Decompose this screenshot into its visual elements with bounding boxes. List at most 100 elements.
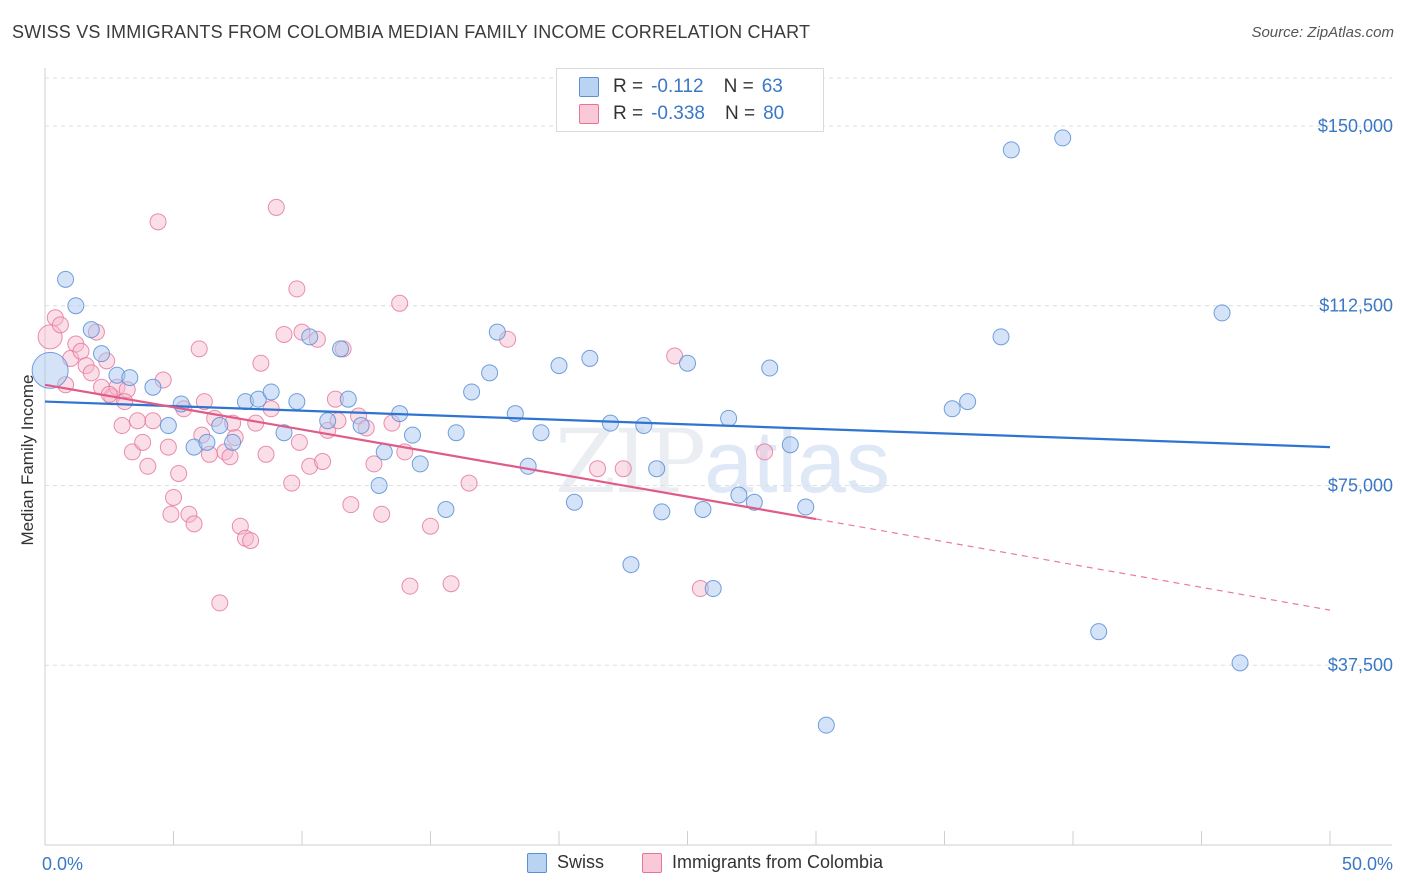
colombia-point	[275, 325, 293, 343]
swiss-point	[1213, 304, 1231, 322]
colombia-point	[190, 340, 208, 358]
colombia-point	[267, 198, 285, 216]
r-label: R =	[613, 103, 644, 124]
swiss-point	[730, 486, 748, 504]
colombia-point	[589, 460, 607, 478]
swiss-point	[224, 433, 242, 451]
swiss-point	[211, 417, 229, 435]
swiss-point	[288, 393, 306, 411]
colombia-point	[756, 443, 774, 461]
colombia-point	[314, 453, 332, 470]
swiss-point	[370, 476, 388, 494]
colombia-r-value: -0.338	[651, 103, 705, 124]
swiss-trend-line	[44, 400, 1331, 449]
colombia-point	[614, 460, 632, 478]
swiss-point	[352, 417, 370, 435]
colombia-point	[51, 316, 69, 334]
colombia-point	[373, 505, 391, 523]
colombia-legend-label: Immigrants from Colombia	[672, 852, 884, 872]
y-tick-label: $150,000	[1318, 116, 1393, 136]
colombia-point	[116, 393, 134, 411]
colombia-point	[342, 496, 360, 514]
swiss-point	[720, 409, 738, 427]
colombia-point	[242, 532, 260, 550]
colombia-point	[129, 412, 147, 430]
axes	[44, 68, 1392, 846]
r-label: R =	[613, 76, 644, 97]
swiss-point	[943, 400, 961, 418]
swiss-point	[463, 383, 481, 401]
correlation-legend: R = -0.112 N = 63 R = -0.338 N = 80	[556, 68, 824, 132]
colombia-point	[211, 594, 229, 612]
colombia-swatch	[579, 104, 599, 124]
swiss-point	[159, 417, 177, 435]
swiss-point	[959, 393, 977, 411]
colombia-point	[180, 505, 198, 523]
swiss-point	[301, 328, 319, 346]
x-tick-label: 50.0%	[1342, 854, 1393, 874]
colombia-point	[170, 464, 188, 482]
colombia-point	[252, 354, 270, 372]
swiss-point	[332, 340, 350, 358]
gridlines	[45, 77, 1392, 666]
swiss-point	[262, 383, 280, 401]
colombia-point	[422, 517, 439, 535]
swiss-point	[144, 378, 162, 396]
swiss-point	[67, 297, 85, 315]
colombia-point	[290, 433, 308, 451]
colombia-point	[401, 577, 419, 595]
swiss-point	[249, 390, 267, 408]
colombia-point	[149, 213, 167, 231]
swiss-point	[1054, 129, 1072, 147]
swiss-point	[519, 457, 537, 475]
colombia-point	[442, 575, 460, 593]
swiss-point	[601, 414, 619, 432]
colombia-point	[301, 457, 319, 475]
swiss-point	[93, 345, 111, 363]
colombia-point	[139, 457, 157, 475]
colombia-point	[134, 433, 152, 451]
n-label: N =	[724, 103, 756, 124]
colombia-point	[72, 342, 90, 360]
swiss-point	[565, 493, 583, 511]
swiss-point	[797, 498, 815, 516]
swiss-swatch	[527, 852, 547, 873]
x-tick-label: 0.0%	[42, 854, 83, 874]
colombia-point	[159, 438, 177, 456]
y-tick-label: $37,500	[1328, 655, 1393, 675]
colombia-swatch	[642, 852, 662, 873]
swiss-point	[1090, 623, 1108, 641]
swiss-point	[411, 455, 429, 473]
colombia-point	[221, 448, 239, 466]
legend-row-swiss: R = -0.112 N = 63	[579, 74, 783, 100]
swiss-point	[319, 412, 337, 430]
colombia-point	[144, 412, 162, 430]
swiss-point	[622, 556, 640, 574]
colombia-point	[283, 474, 301, 492]
colombia-point	[162, 505, 180, 523]
colombia-point	[391, 294, 409, 312]
swiss-point	[550, 357, 568, 375]
swiss-swatch	[579, 77, 599, 97]
swiss-point	[635, 417, 653, 435]
colombia-point	[257, 445, 275, 463]
swiss-point	[679, 354, 696, 372]
colombia-point	[185, 515, 203, 533]
colombia-point	[82, 364, 100, 382]
swiss-point	[375, 443, 393, 461]
swiss-point	[745, 493, 763, 511]
n-label: N =	[723, 76, 754, 97]
swiss-point	[704, 580, 722, 598]
swiss-n-value: 63	[761, 76, 783, 97]
colombia-point	[37, 324, 63, 350]
colombia-point	[460, 474, 478, 492]
colombia-point	[165, 488, 182, 506]
swiss-point	[817, 716, 835, 734]
swiss-point	[694, 500, 712, 518]
source-label: Source: ZipAtlas.com	[1251, 24, 1394, 41]
swiss-r-value: -0.112	[651, 76, 704, 97]
swiss-point	[447, 424, 465, 442]
bottom-legend-colombia: Immigrants from Colombia	[642, 852, 883, 873]
swiss-point	[488, 323, 506, 341]
